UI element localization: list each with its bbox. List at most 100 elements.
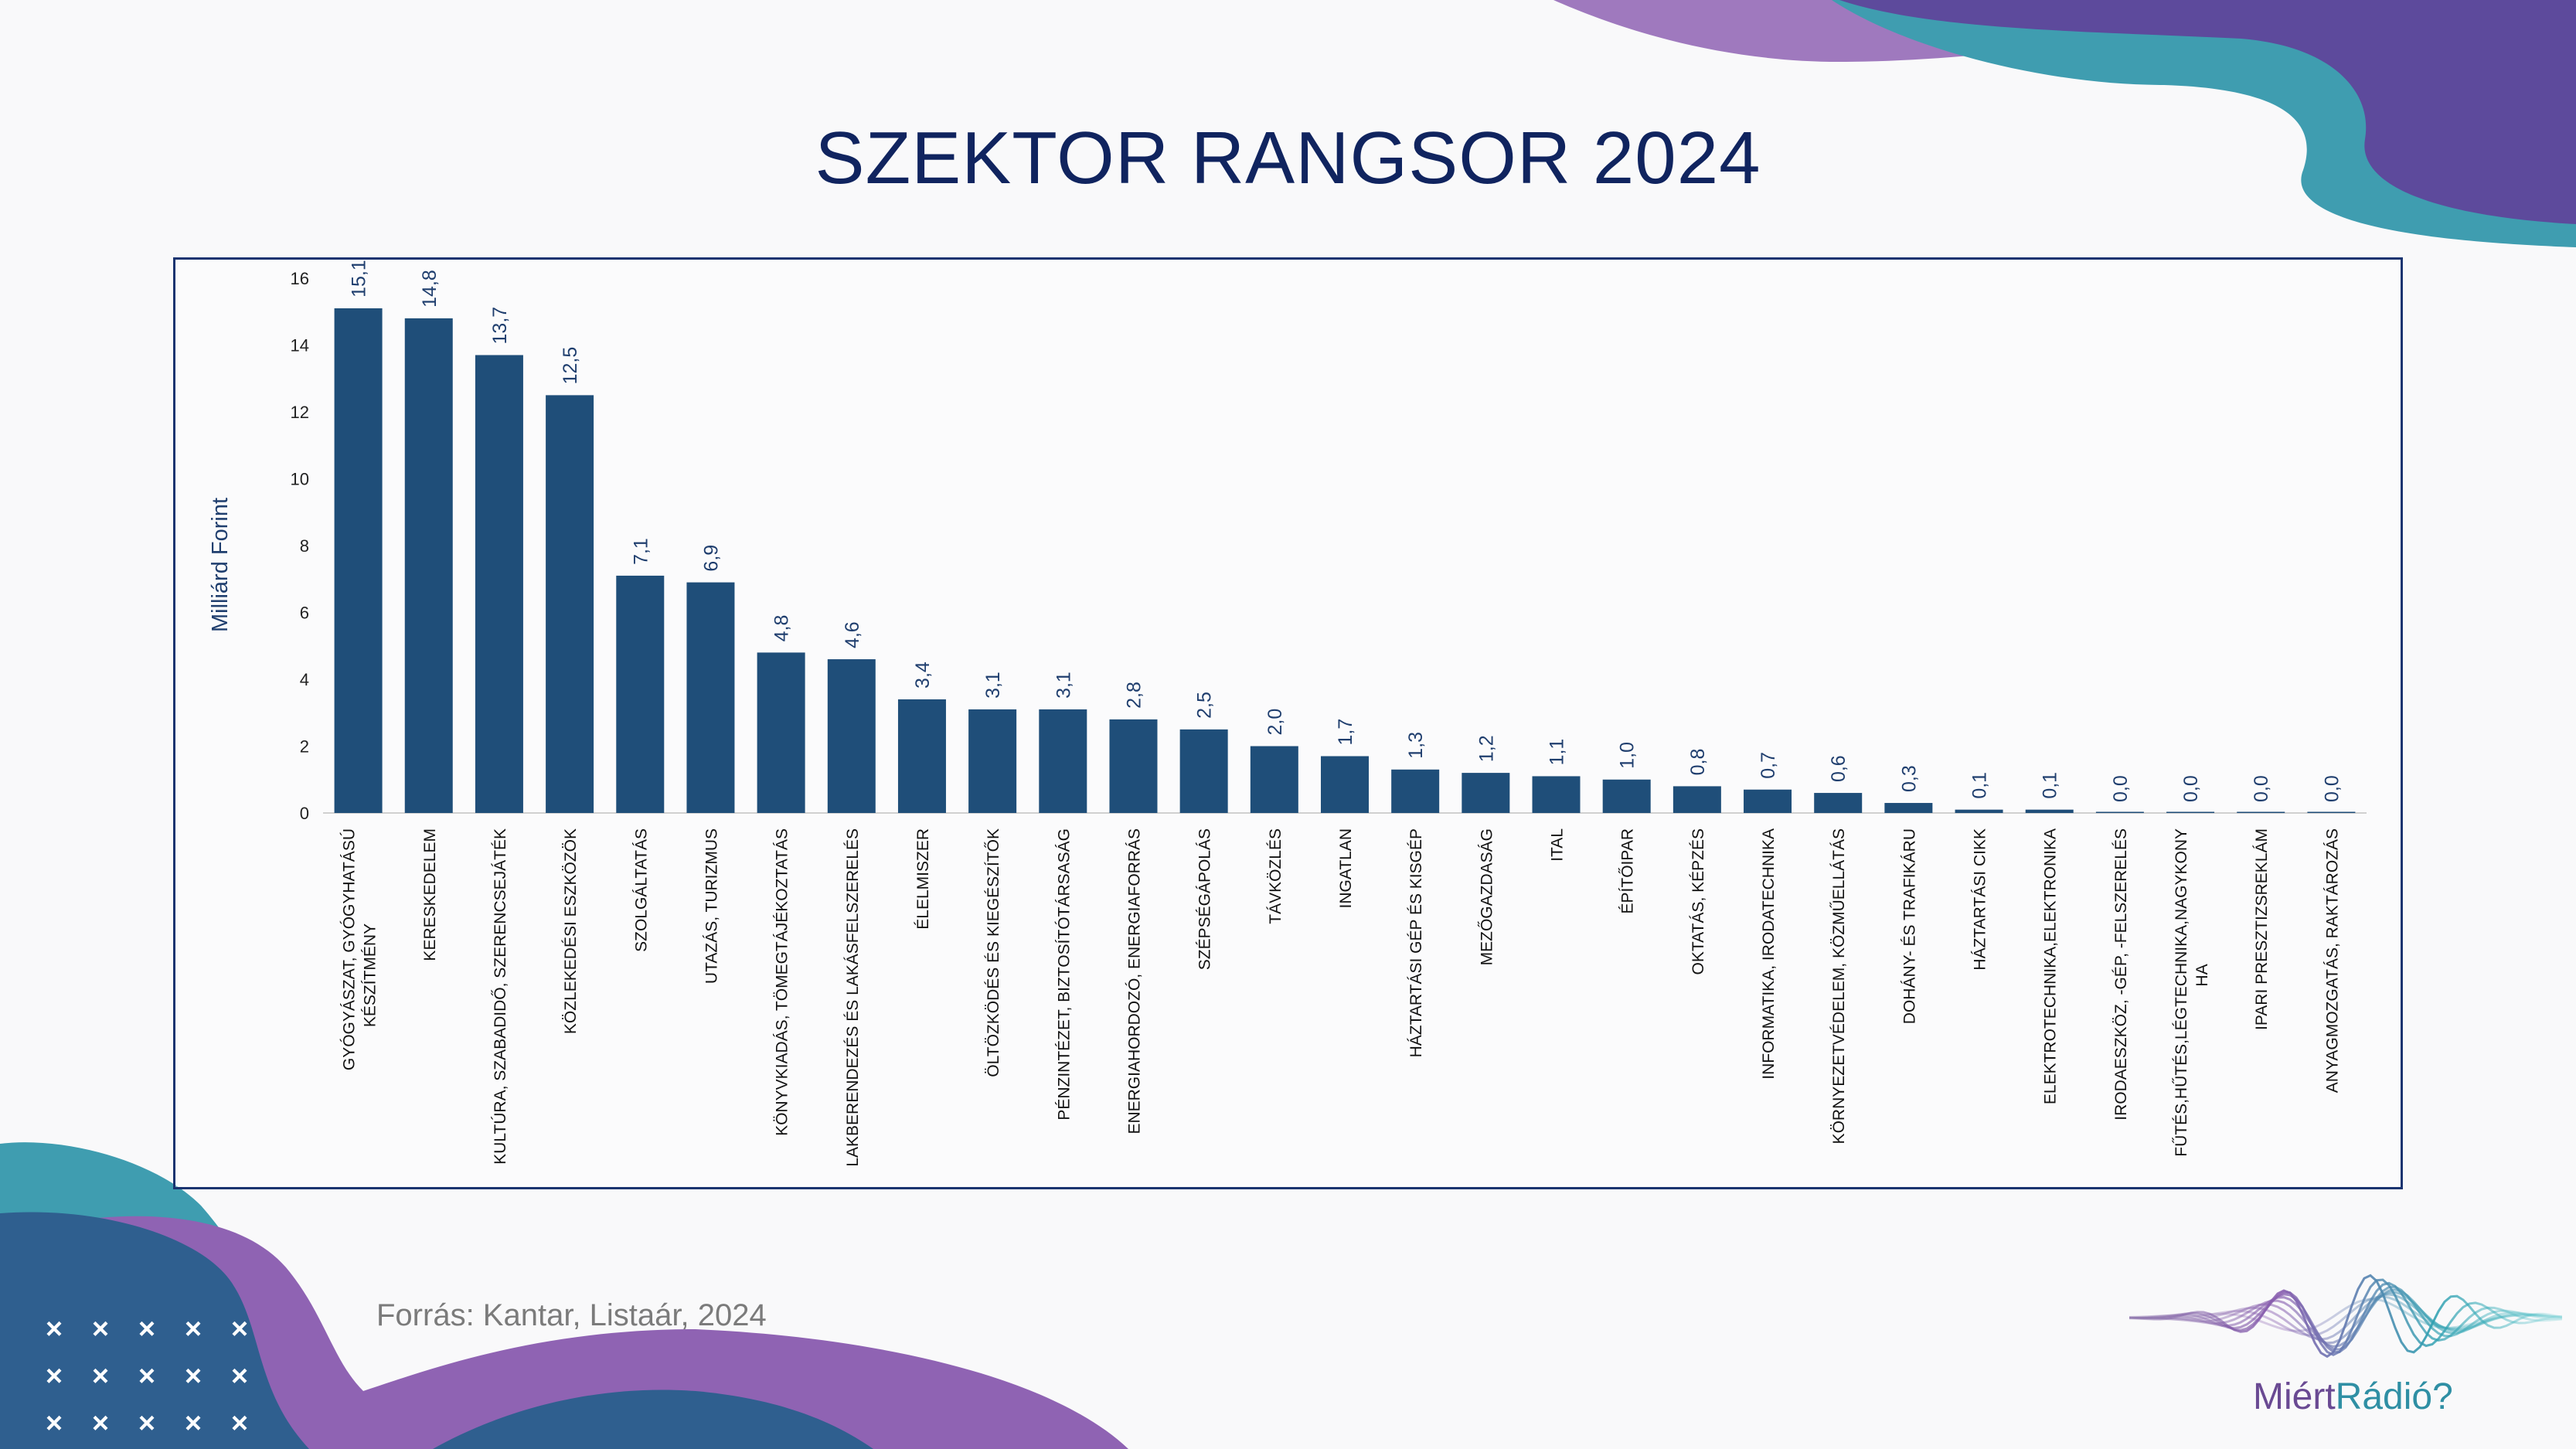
bar <box>968 709 1017 813</box>
category-label-line: HÁZTARTÁSI CIKK <box>1972 828 1989 971</box>
category-label: LAKBERENDEZÉS ÉS LAKÁSFELSZERELÉS <box>844 828 862 1167</box>
category-label: GYÓGYÁSZAT, GYÓGYHATÁSÚ KÉSZÍTMÉNY <box>341 828 379 1070</box>
category-label-line: ÖLTÖZKÖDÉS ÉS KIEGÉSZÍTŐK <box>985 828 1002 1077</box>
cross-mark: × <box>230 1407 249 1440</box>
y-tick-label: 0 <box>300 804 309 823</box>
category-label-line: SZÉPSÉGÁPOLÁS <box>1196 828 1214 970</box>
bar <box>1814 793 1863 813</box>
bar <box>1250 746 1298 813</box>
data-label: 1,3 <box>1405 732 1427 759</box>
wave-line <box>2129 1298 2562 1332</box>
category-label: KÖZLEKEDÉSI ESZKÖZÖK <box>562 828 580 1034</box>
cross-mark: × <box>230 1360 249 1393</box>
data-label: 14,8 <box>419 270 441 308</box>
data-label: 1,2 <box>1475 735 1497 762</box>
data-label: 0,6 <box>1828 755 1849 782</box>
data-label: 0,3 <box>1898 765 1920 792</box>
bottom-left-purple-blob <box>0 1216 1128 1449</box>
bar <box>2307 811 2356 813</box>
category-label: DOHÁNY- ÉS TRAFIKÁRU <box>1901 828 1918 1024</box>
cross-pattern: × × × × × × × × × × × × × × × <box>31 1306 263 1447</box>
bar <box>757 652 805 813</box>
data-label: 6,9 <box>700 545 722 572</box>
y-tick-label: 8 <box>300 536 309 556</box>
category-label-line: PÉNZINTÉZET, BIZTOSÍTÓTÁRSASÁG <box>1055 828 1073 1121</box>
y-tick-label: 6 <box>300 604 309 623</box>
chart-frame <box>173 257 2403 1189</box>
category-label-line: KÖZLEKEDÉSI ESZKÖZÖK <box>562 828 580 1034</box>
miert-radio-logo: MiértRádió? <box>2129 1260 2562 1426</box>
y-tick-label: 4 <box>300 670 309 689</box>
category-label: OKTATÁS, KÉPZÉS <box>1690 828 1707 975</box>
data-label: 12,5 <box>560 347 581 385</box>
category-label-line: ITAL <box>1549 828 1567 862</box>
category-label-layer: GYÓGYÁSZAT, GYÓGYHATÁSÚ KÉSZÍTMÉNY KERESKE… <box>341 828 2342 1167</box>
category-label: ANYAGMOZGATÁS, RAKTÁROZÁS <box>2323 828 2341 1093</box>
sound-wave-icon <box>2129 1274 2562 1359</box>
cross-mark: × <box>184 1407 202 1440</box>
category-label-line: INFORMATIKA, IRODATECHNIKA <box>1760 828 1778 1080</box>
category-label-line: FŰTÉS,HŰTÉS,LÉGTECHNIKA,NAGYKONY <box>2173 828 2190 1157</box>
cross-mark: × <box>184 1313 202 1345</box>
source-note: Forrás: Kantar, Listaár, 2024 <box>376 1298 767 1332</box>
category-label: SZOLGÁLTATÁS <box>632 828 650 952</box>
data-label: 0,0 <box>2321 775 2343 802</box>
data-label: 0,0 <box>2180 775 2202 802</box>
slide-title: SZEKTOR RANGSOR 2024 <box>815 117 1761 199</box>
data-label: 3,1 <box>1053 672 1074 699</box>
cross-mark: × <box>138 1313 156 1345</box>
cross-mark: × <box>138 1360 156 1393</box>
category-label-line: KÖRNYEZETVÉDELEM, KÖZMŰELLÁTÁS <box>1830 828 1848 1144</box>
data-label: 0,1 <box>2040 772 2061 799</box>
category-label-line: LAKBERENDEZÉS ÉS LAKÁSFELSZERELÉS <box>844 828 862 1167</box>
category-label: IPARI PRESZTIZSREKLÁM <box>2253 828 2271 1030</box>
bar <box>334 308 383 813</box>
bar <box>2025 809 2074 813</box>
category-label: KULTÚRA, SZABADIDŐ, SZERENCSEJÁTÉK <box>492 828 509 1165</box>
category-label-line: SZOLGÁLTATÁS <box>632 828 650 952</box>
bar <box>1391 769 1440 813</box>
bar <box>1039 709 1087 813</box>
data-label: 2,5 <box>1194 692 1216 719</box>
bar <box>1321 756 1369 813</box>
bar <box>2237 811 2285 813</box>
bar <box>1462 773 1510 813</box>
category-label: INGATLAN <box>1337 828 1355 908</box>
category-label: ENERGIAHORDOZÓ, ENERGIAFORRÁS <box>1125 828 1143 1134</box>
data-label: 3,4 <box>912 662 934 689</box>
bar <box>686 582 735 813</box>
category-label-line: ELEKTROTECHNIKA,ELEKTRONIKA <box>2042 828 2060 1104</box>
category-label: HÁZTARTÁSI GÉP ÉS KISGÉP <box>1407 828 1425 1057</box>
data-label: 0,0 <box>2251 775 2272 802</box>
data-label: 7,1 <box>630 538 652 565</box>
wave-line <box>2129 1274 2562 1359</box>
data-label: 1,7 <box>1335 719 1356 746</box>
category-label-line: TÁVKÖZLÉS <box>1267 828 1285 924</box>
category-label: KÖNYVKIADÁS, TÖMEGTÁJÉKOZTATÁS <box>774 828 791 1136</box>
data-label: 4,8 <box>771 615 793 642</box>
data-label: 0,0 <box>2110 775 2132 802</box>
bar <box>475 355 523 814</box>
category-label: FŰTÉS,HŰTÉS,LÉGTECHNIKA,NAGYKONY HA <box>2173 828 2211 1157</box>
cross-mark: × <box>45 1360 63 1393</box>
cross-mark: × <box>184 1360 202 1393</box>
data-label: 0,8 <box>1687 749 1709 776</box>
category-label-line: KULTÚRA, SZABADIDŐ, SZERENCSEJÁTÉK <box>492 828 509 1165</box>
data-label: 3,1 <box>982 672 1004 699</box>
y-tick-label: 10 <box>291 470 309 489</box>
bar <box>1179 729 1228 813</box>
bar <box>1673 786 1721 813</box>
bar-layer <box>334 308 2356 814</box>
data-label: 1,0 <box>1617 742 1638 769</box>
category-label-line: KERESKEDELEM <box>421 828 439 961</box>
cross-mark: × <box>45 1407 63 1440</box>
data-label: 15,1 <box>349 260 370 298</box>
category-label: ÉPÍTŐIPAR <box>1619 828 1637 913</box>
bar <box>546 395 594 813</box>
cross-mark: × <box>91 1313 110 1345</box>
category-label-line: IPARI PRESZTIZSREKLÁM <box>2253 828 2271 1030</box>
category-label: KERESKEDELEM <box>421 828 439 961</box>
y-tick-label: 16 <box>291 269 309 288</box>
cross-mark: × <box>91 1407 110 1440</box>
